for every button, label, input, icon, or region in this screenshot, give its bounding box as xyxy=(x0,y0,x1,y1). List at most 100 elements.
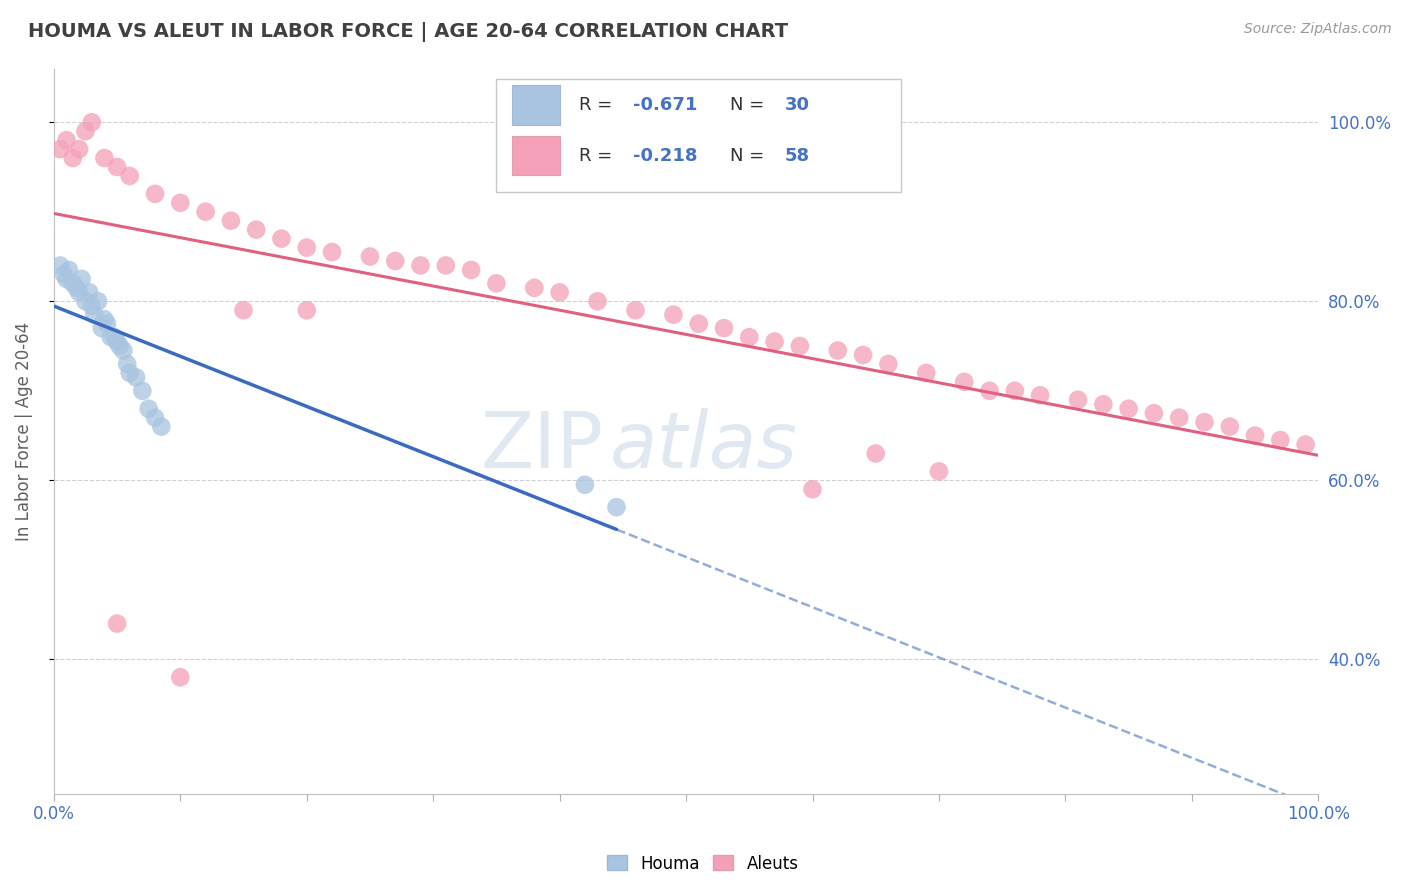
Point xyxy=(852,348,875,362)
Point xyxy=(295,241,318,255)
Point xyxy=(801,483,824,497)
FancyBboxPatch shape xyxy=(512,136,560,176)
Point xyxy=(245,222,267,236)
Point xyxy=(80,115,103,129)
Point xyxy=(52,268,75,282)
Point xyxy=(586,294,609,309)
Point xyxy=(605,500,627,515)
Point xyxy=(83,308,105,322)
Text: Source: ZipAtlas.com: Source: ZipAtlas.com xyxy=(1244,22,1392,37)
Point xyxy=(624,303,647,318)
Point xyxy=(55,133,77,147)
Point xyxy=(1219,419,1241,434)
Point xyxy=(321,245,343,260)
Point xyxy=(58,263,80,277)
Point xyxy=(49,142,72,156)
Point xyxy=(103,330,125,344)
Point xyxy=(1270,433,1292,447)
Legend: Houma, Aleuts: Houma, Aleuts xyxy=(600,848,806,880)
Point xyxy=(77,285,100,300)
Point xyxy=(763,334,786,349)
Point xyxy=(100,330,122,344)
Point xyxy=(55,272,77,286)
Point xyxy=(96,317,118,331)
Point xyxy=(548,285,571,300)
Point xyxy=(93,312,115,326)
Point xyxy=(738,330,761,344)
Point xyxy=(359,250,381,264)
FancyBboxPatch shape xyxy=(496,79,901,192)
Text: 58: 58 xyxy=(785,146,810,164)
FancyBboxPatch shape xyxy=(512,85,560,125)
Point xyxy=(118,169,141,183)
Point xyxy=(713,321,735,335)
Text: R =: R = xyxy=(579,146,617,164)
Point xyxy=(409,259,432,273)
Point xyxy=(67,285,90,300)
Point xyxy=(953,375,976,389)
Point xyxy=(523,281,546,295)
Point xyxy=(384,254,406,268)
Point xyxy=(1029,388,1052,402)
Point xyxy=(105,160,128,174)
Point xyxy=(460,263,482,277)
Text: N =: N = xyxy=(730,95,770,114)
Point xyxy=(169,670,191,684)
Point xyxy=(1168,410,1191,425)
Text: ZIP: ZIP xyxy=(481,408,603,483)
Point xyxy=(1092,397,1115,411)
Point xyxy=(118,366,141,380)
Point xyxy=(150,419,173,434)
Point xyxy=(1194,415,1216,429)
Point xyxy=(93,151,115,165)
Point xyxy=(979,384,1001,398)
Point xyxy=(1004,384,1026,398)
Point xyxy=(789,339,811,353)
Point xyxy=(143,186,166,201)
Point xyxy=(62,277,84,291)
Point xyxy=(1067,392,1090,407)
Point xyxy=(108,339,131,353)
Point xyxy=(1295,437,1317,451)
Text: -0.218: -0.218 xyxy=(633,146,697,164)
Point xyxy=(67,142,90,156)
Text: R =: R = xyxy=(579,95,617,114)
Point xyxy=(62,151,84,165)
Point xyxy=(49,259,72,273)
Point xyxy=(115,357,138,371)
Point xyxy=(80,299,103,313)
Point xyxy=(143,410,166,425)
Text: N =: N = xyxy=(730,146,770,164)
Point xyxy=(219,213,242,227)
Point xyxy=(662,308,685,322)
Point xyxy=(1118,401,1140,416)
Text: -0.671: -0.671 xyxy=(633,95,697,114)
Point xyxy=(138,401,160,416)
Point xyxy=(65,281,87,295)
Point xyxy=(915,366,938,380)
Text: HOUMA VS ALEUT IN LABOR FORCE | AGE 20-64 CORRELATION CHART: HOUMA VS ALEUT IN LABOR FORCE | AGE 20-6… xyxy=(28,22,789,42)
Point xyxy=(827,343,849,358)
Point xyxy=(485,277,508,291)
Point xyxy=(574,478,596,492)
Point xyxy=(75,124,97,138)
Point xyxy=(928,464,950,478)
Point xyxy=(1143,406,1166,420)
Point xyxy=(75,294,97,309)
Point xyxy=(232,303,254,318)
Point xyxy=(434,259,457,273)
Y-axis label: In Labor Force | Age 20-64: In Labor Force | Age 20-64 xyxy=(15,321,32,541)
Point xyxy=(295,303,318,318)
Point xyxy=(90,321,112,335)
Point xyxy=(877,357,900,371)
Point xyxy=(125,370,148,384)
Point xyxy=(270,232,292,246)
Point xyxy=(1244,428,1267,442)
Point xyxy=(194,204,217,219)
Point xyxy=(70,272,93,286)
Point xyxy=(865,446,887,460)
Point xyxy=(105,616,128,631)
Text: atlas: atlas xyxy=(610,408,799,483)
Point xyxy=(105,334,128,349)
Point xyxy=(87,294,110,309)
